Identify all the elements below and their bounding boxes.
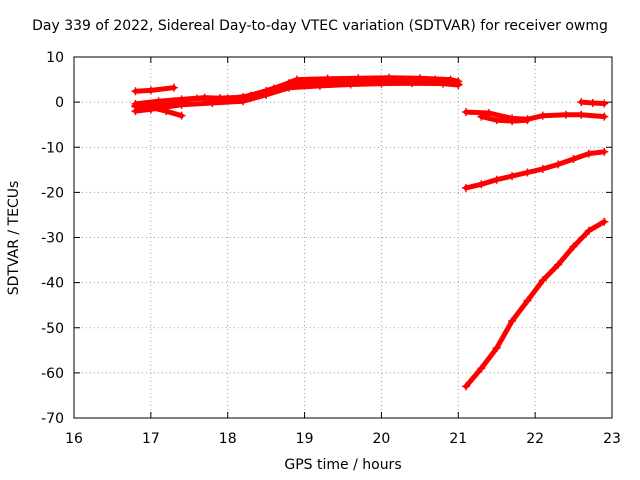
y-tick-label: -70 <box>41 411 64 427</box>
data-point <box>385 73 394 82</box>
y-tick-label: -10 <box>41 140 64 156</box>
data-point <box>262 90 271 99</box>
y-axis-label: SDTVAR / TECUs <box>6 180 22 296</box>
data-point <box>408 79 417 88</box>
series-track-a <box>131 83 178 96</box>
data-point <box>315 81 324 90</box>
data-point <box>169 83 178 92</box>
data-point <box>461 108 470 117</box>
data-point <box>131 101 140 110</box>
y-tick-label: 0 <box>55 95 64 111</box>
grid-layer <box>74 57 612 418</box>
series-track-g <box>477 112 532 126</box>
data-point <box>461 183 470 192</box>
data-point <box>584 149 593 158</box>
data-point <box>508 117 517 126</box>
data-point <box>477 364 486 373</box>
data-point <box>554 260 563 269</box>
data-point <box>146 103 155 112</box>
chart-title: Day 339 of 2022, Sidereal Day-to-day VTE… <box>32 18 608 34</box>
x-tick-label: 23 <box>603 431 621 447</box>
data-layer <box>131 73 609 391</box>
series-track-d <box>131 79 463 116</box>
x-tick-label: 20 <box>373 431 391 447</box>
y-tick-label: -40 <box>41 276 64 292</box>
data-point <box>323 74 332 83</box>
x-tick-label: 17 <box>142 431 160 447</box>
y-tick-label: -30 <box>41 231 64 247</box>
data-point <box>477 180 486 189</box>
data-point <box>561 110 570 119</box>
series-line <box>133 103 185 119</box>
data-point <box>508 172 517 181</box>
data-point <box>538 111 547 120</box>
series-track-j <box>461 217 609 391</box>
data-point <box>177 111 186 120</box>
data-point <box>146 86 155 95</box>
x-tick-label: 18 <box>219 431 237 447</box>
data-point <box>485 108 494 117</box>
series-track-i <box>461 147 609 192</box>
data-point <box>200 93 209 102</box>
data-point <box>354 74 363 83</box>
data-point <box>492 116 501 125</box>
data-point <box>508 316 517 325</box>
data-point <box>523 296 532 305</box>
series-track-f <box>461 108 609 124</box>
x-tick-label: 21 <box>449 431 467 447</box>
data-point <box>285 83 294 92</box>
data-point <box>600 112 609 121</box>
data-point <box>131 87 140 96</box>
data-point <box>239 97 248 106</box>
data-point <box>346 80 355 89</box>
data-point <box>461 382 470 391</box>
data-point <box>538 164 547 173</box>
y-tick-label: -50 <box>41 321 64 337</box>
x-axis-label: GPS time / hours <box>284 457 402 473</box>
y-tick-label: 10 <box>46 50 64 66</box>
x-tick-label: 16 <box>65 431 83 447</box>
data-point <box>523 116 532 125</box>
data-point <box>577 98 586 107</box>
data-point <box>569 242 578 251</box>
data-point <box>600 147 609 156</box>
data-point <box>584 226 593 235</box>
data-point <box>538 276 547 285</box>
data-point <box>554 160 563 169</box>
data-point <box>600 217 609 226</box>
data-point <box>588 99 597 108</box>
y-tick-label: -20 <box>41 185 64 201</box>
y-tick-label: -60 <box>41 366 64 382</box>
data-point <box>600 99 609 108</box>
data-point <box>177 100 186 109</box>
x-tick-label: 22 <box>526 431 544 447</box>
data-point <box>377 79 386 88</box>
series-track-h <box>577 98 609 108</box>
tick-layer: 16 17 18 19 20 21 22 23 10 0 -10 -20 -30 -40 -50 -60 -70 <box>41 50 621 447</box>
data-point <box>154 97 163 106</box>
data-point <box>492 344 501 353</box>
series-line <box>463 219 607 389</box>
data-point <box>454 80 463 89</box>
series-line <box>478 114 530 124</box>
data-point <box>162 107 171 116</box>
data-point <box>492 175 501 184</box>
series-line <box>463 149 607 191</box>
data-point <box>208 99 217 108</box>
x-tick-label: 19 <box>296 431 314 447</box>
data-point <box>438 79 447 88</box>
series-track-e <box>131 101 186 120</box>
data-point <box>523 168 532 177</box>
data-point <box>292 75 301 84</box>
data-point <box>477 112 486 121</box>
data-point <box>577 110 586 119</box>
data-point <box>569 154 578 163</box>
